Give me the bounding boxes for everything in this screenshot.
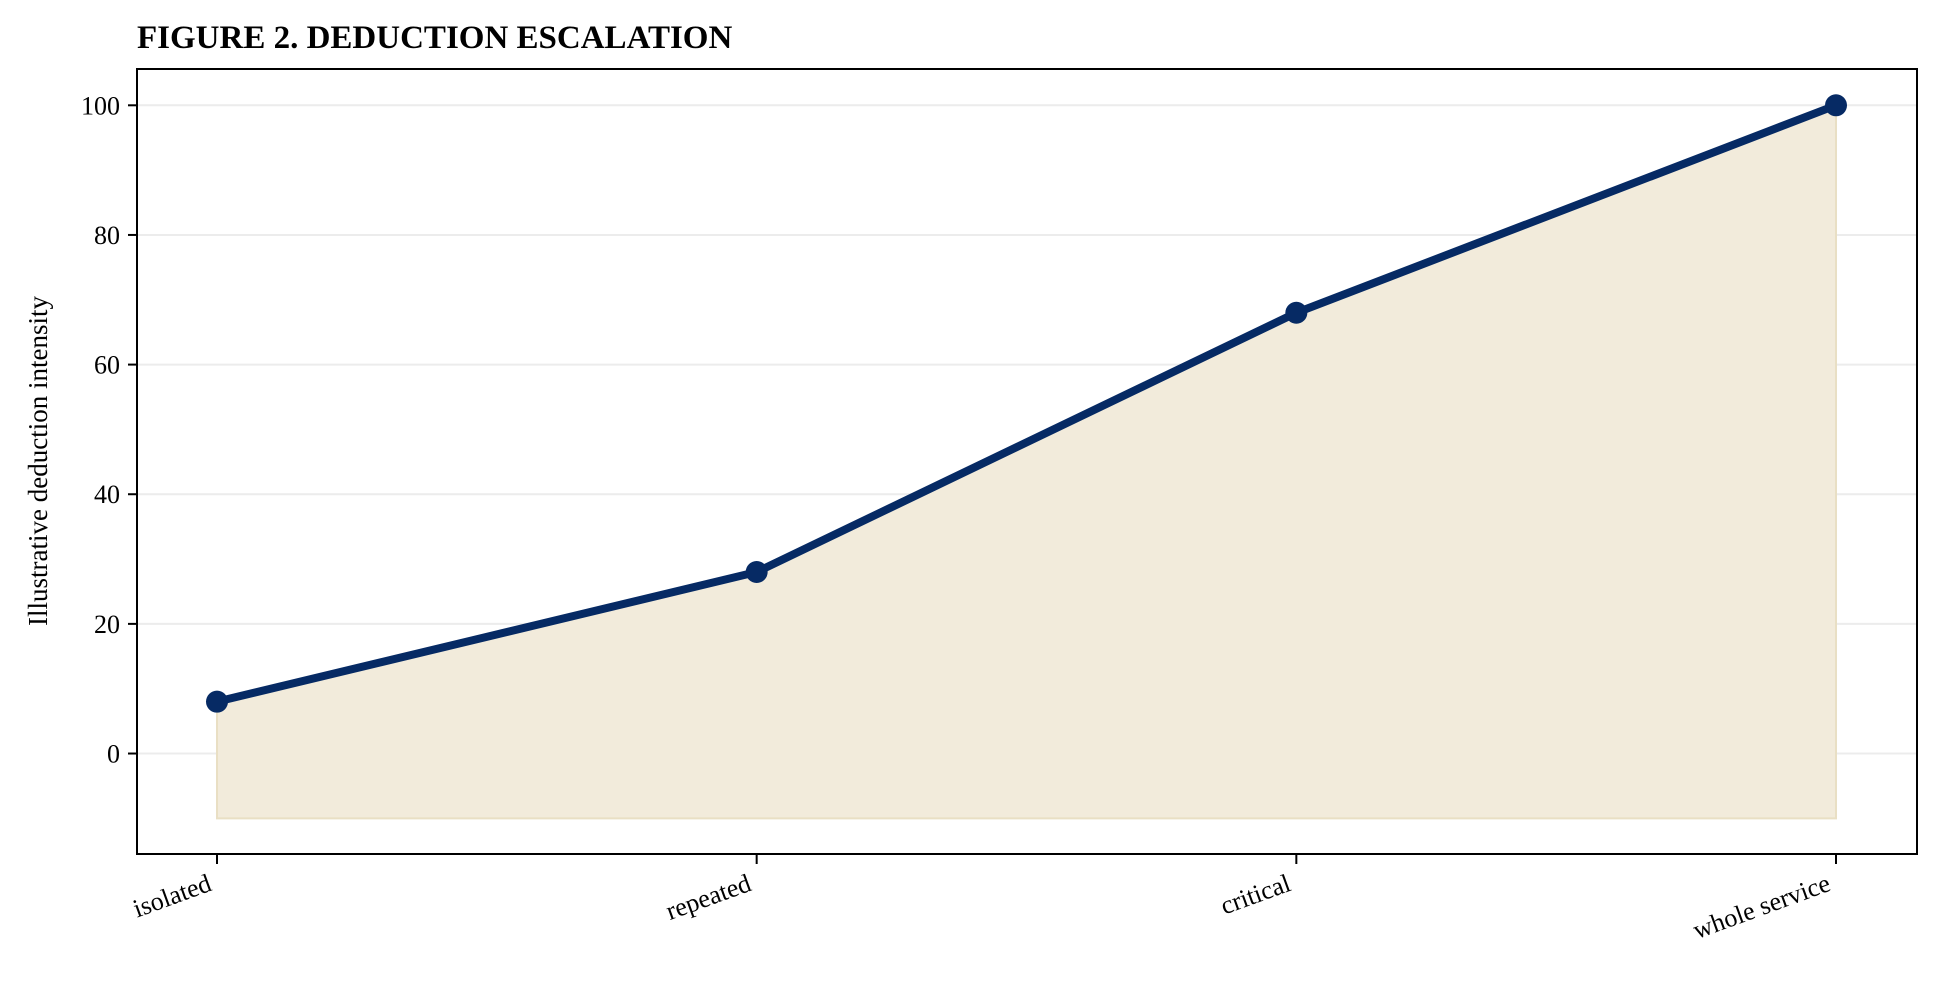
- x-tick-label-isolated: isolated: [129, 868, 215, 923]
- series-line-group: [213, 101, 1840, 706]
- series-line: [213, 101, 1840, 706]
- y-axis-label: Illustrative deduction intensity: [23, 296, 53, 626]
- data-point-repeated: [745, 561, 768, 584]
- x-tick-label-critical: critical: [1217, 868, 1295, 920]
- x-tick-label-whole-service: whole service: [1689, 868, 1834, 944]
- chart-title: FIGURE 2. DEDUCTION ESCALATION: [137, 20, 732, 56]
- y-tick-label-20: 20: [94, 610, 120, 639]
- x-axis-ticks: isolated repeated critical whole service: [129, 854, 1837, 945]
- y-tick-label-0: 0: [107, 740, 120, 769]
- y-tick-label-40: 40: [94, 480, 120, 509]
- x-tick-label-repeated: repeated: [662, 868, 755, 925]
- data-point-isolated: [206, 690, 228, 713]
- data-point-whole-service: [1825, 94, 1847, 117]
- plot-frame: [136, 68, 1918, 855]
- y-tick-label-80: 80: [94, 221, 120, 250]
- area-fill: [216, 103, 1837, 820]
- data-points: [206, 94, 1847, 713]
- y-axis-ticks: 0 20 40 60 80 100: [81, 91, 137, 769]
- y-tick-label-60: 60: [94, 351, 120, 380]
- area-fill-group: [216, 103, 1837, 820]
- data-point-critical: [1285, 301, 1308, 324]
- y-tick-label-100: 100: [81, 91, 120, 120]
